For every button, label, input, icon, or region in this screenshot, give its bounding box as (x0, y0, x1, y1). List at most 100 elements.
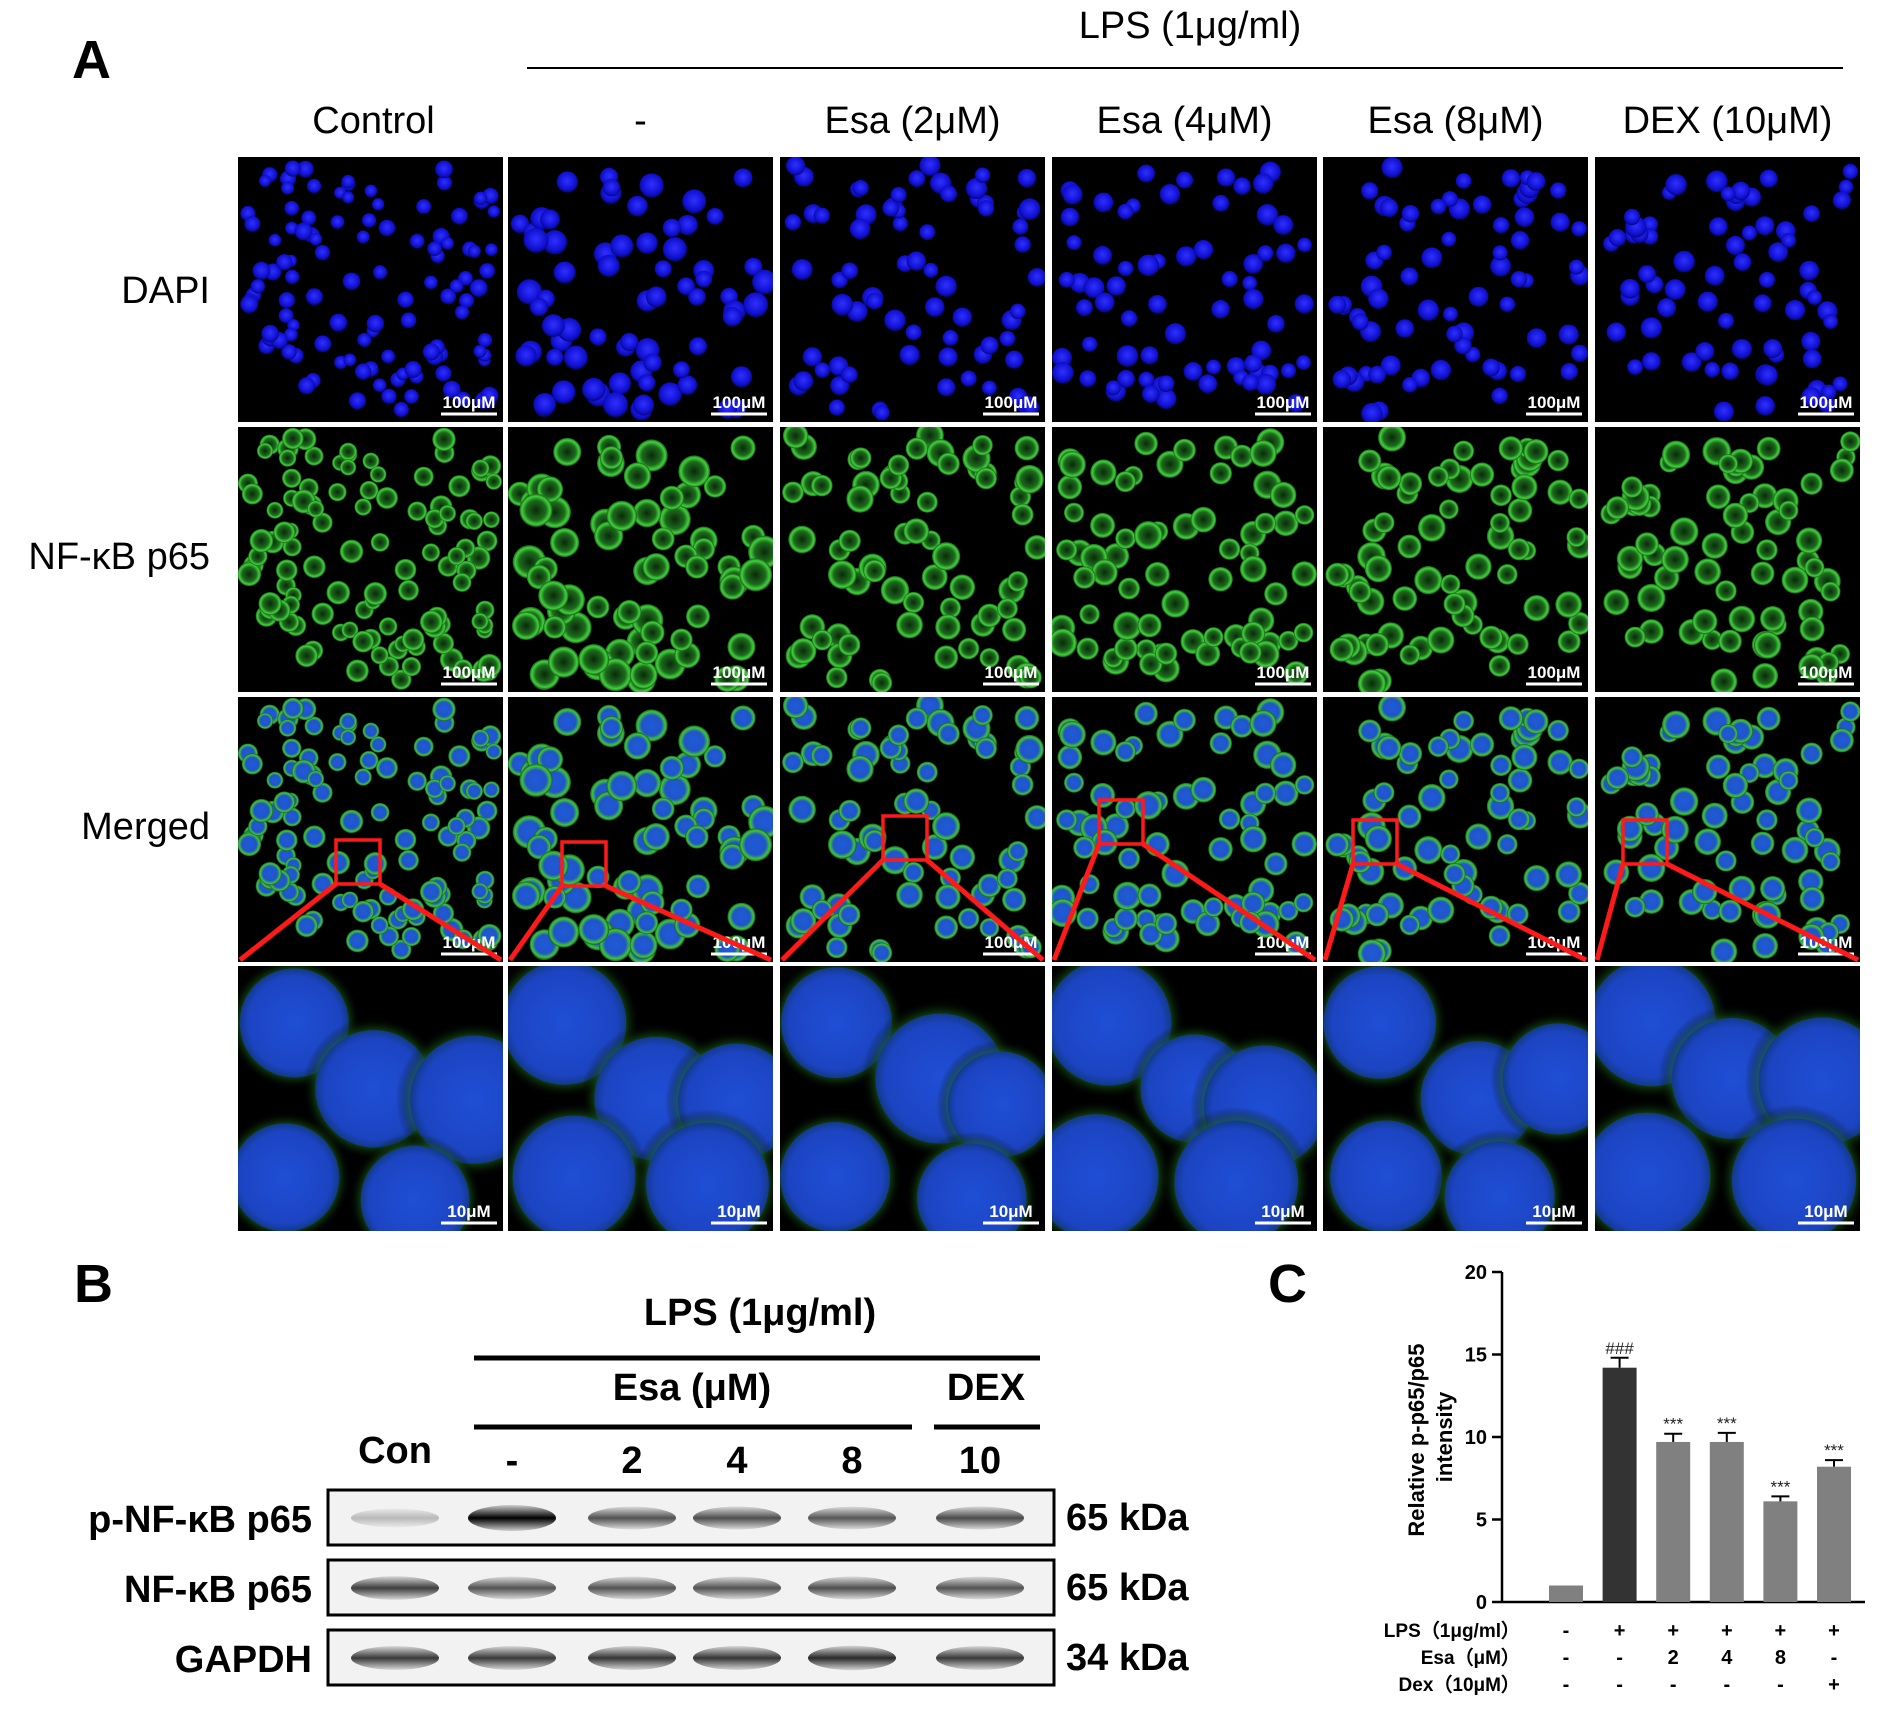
p65-cell (887, 454, 910, 476)
merged-cell (1605, 766, 1630, 790)
merged-cell (1624, 896, 1646, 918)
micrograph-r2-c1: 100μM (508, 697, 773, 962)
nucleus (1550, 182, 1567, 199)
nucleus (1083, 277, 1105, 299)
p65-cell (934, 645, 959, 670)
p65-cell (827, 560, 857, 589)
p65-cell (1203, 627, 1224, 648)
blot-band (468, 1576, 556, 1600)
p65-cell (1325, 562, 1350, 587)
merged-cell (1635, 802, 1659, 826)
nucleus (682, 189, 707, 214)
p65-cell (632, 498, 662, 528)
scale-bar-label: 100μM (985, 393, 1038, 412)
p65-cell (1669, 517, 1699, 546)
p65-cell (678, 455, 711, 488)
nucleus (1159, 184, 1181, 205)
nucleus (919, 224, 936, 241)
cells (1603, 163, 1859, 422)
merged-cell (782, 751, 804, 774)
merged-cell (916, 761, 938, 783)
nucleus (1137, 254, 1160, 277)
p65-cell (703, 475, 727, 498)
merged-cell (642, 823, 670, 851)
column-label-3: Esa (4μM) (1096, 100, 1272, 142)
merged-cell (1781, 836, 1809, 864)
merged-cell (1115, 798, 1136, 819)
merged-cell (398, 849, 419, 871)
nucleus (1294, 294, 1314, 314)
merged-cell (394, 828, 417, 851)
nucleus (1803, 205, 1820, 223)
nucleus (1211, 300, 1230, 319)
bar-0 (1549, 1585, 1583, 1602)
p65-cell (362, 452, 380, 470)
p65-cell (249, 528, 274, 553)
p65-cell (623, 462, 652, 490)
p65-cell (1547, 479, 1573, 505)
merged-cell (1059, 721, 1086, 748)
nucleus (1117, 203, 1134, 220)
merged-cell (1249, 710, 1277, 738)
p65-cell (1760, 605, 1786, 632)
nucleus (1720, 186, 1736, 202)
nucleus (1376, 244, 1392, 261)
merged-cell (1566, 797, 1587, 818)
p65-cell (538, 580, 569, 611)
micrograph-r0-c2: 100μM (780, 157, 1045, 422)
merged-cell (1254, 782, 1277, 805)
nucleus (541, 314, 565, 338)
nucleus (1018, 198, 1041, 221)
nucleus (923, 262, 939, 278)
p65-cell (453, 659, 474, 680)
zoom-nucleus (645, 1122, 770, 1231)
micrograph-zoom-c1: 10μM (508, 966, 773, 1231)
nucleus (1725, 235, 1745, 255)
nucleus (551, 380, 576, 404)
zoom-box (1621, 818, 1669, 866)
p65-cell (1190, 506, 1217, 533)
nucleus (610, 234, 634, 258)
merged-cell (1440, 844, 1461, 865)
nucleus (306, 178, 322, 194)
p65-cell (617, 599, 642, 625)
nucleus (1280, 363, 1296, 379)
nucleus (1164, 323, 1186, 345)
p65-cell (1722, 502, 1749, 529)
blot-band (588, 1506, 676, 1530)
merged-cell (249, 798, 274, 823)
merged-cell (1397, 804, 1422, 829)
blot-band (693, 1506, 781, 1530)
p65-cell (931, 542, 961, 571)
nucleus (1079, 370, 1097, 388)
nucleus (662, 218, 681, 238)
nucleus (1430, 198, 1447, 215)
merged-cell (421, 813, 441, 832)
nucleus (1823, 314, 1839, 330)
nucleus (1155, 388, 1177, 410)
merged-cell (432, 697, 456, 722)
micrograph-r0-c3: 100μM (1052, 157, 1317, 422)
cells (1600, 431, 1860, 692)
condition-value-2-0: - (1563, 1674, 1570, 1696)
p65-cell (838, 529, 861, 552)
merged-cell (1294, 775, 1315, 795)
nucleus (1759, 169, 1778, 188)
merged-cell (810, 744, 833, 767)
blot-size: 65 kDa (1066, 1497, 1189, 1539)
nucleus (1757, 365, 1778, 386)
merged-cell (452, 842, 472, 862)
merged-cell (1722, 772, 1749, 799)
p65-cell (1398, 472, 1423, 496)
cells (508, 434, 773, 692)
p65-cell (407, 501, 427, 522)
merged-cell (977, 873, 1002, 898)
nucleus (268, 233, 282, 247)
p65-cell (1283, 661, 1309, 686)
nucleus (348, 392, 366, 410)
merged-cell (354, 768, 372, 786)
nucleus (636, 232, 658, 254)
merged-cell (1057, 744, 1083, 770)
merged-cell (838, 903, 861, 926)
nucleus (1733, 253, 1752, 272)
